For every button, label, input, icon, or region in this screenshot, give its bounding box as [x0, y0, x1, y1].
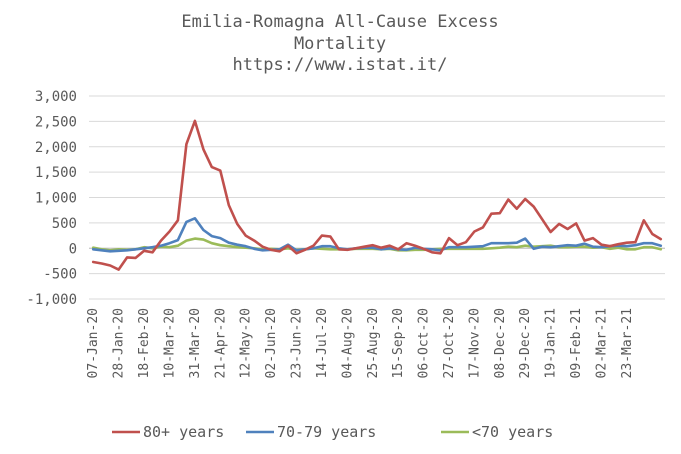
x-tick-label: 07-Jan-20: [86, 308, 101, 378]
series-line-70-79-years: [91, 217, 663, 253]
x-tick-label: 12-May-20: [239, 308, 254, 378]
y-tick-label: 0: [69, 241, 77, 257]
x-tick-label: 02-Mar-21: [594, 308, 609, 378]
x-axis-ticks: 07-Jan-20 28-Jan-20 18-Feb-20 10-Mar-20 31-M…: [86, 308, 635, 378]
y-tick-label: -1,000: [26, 292, 77, 308]
y-tick-label: 2,000: [35, 140, 77, 156]
series-line-80-years: [91, 119, 663, 271]
chart-title-line-1: Emilia-Romagna All-Cause Excess: [181, 12, 498, 32]
x-tick-label: 15-Sep-20: [391, 308, 406, 378]
x-tick-label: 19-Jan-21: [544, 308, 559, 378]
x-tick-label: 09-Feb-21: [569, 308, 584, 378]
y-axis-ticks: -1,000 -500 0 500 1,000 1,500 2,000 2,500 3,000: [26, 89, 77, 308]
legend-label: 70-79 years: [277, 423, 376, 441]
y-tick-label: 1,500: [35, 165, 77, 181]
x-tick-label: 06-Oct-20: [417, 308, 432, 378]
legend-label: <70 years: [472, 423, 553, 441]
x-tick-label: 31-Mar-20: [188, 308, 203, 378]
y-tick-label: -500: [43, 267, 77, 283]
legend: 80+ years 70-79 years <70 years: [112, 423, 553, 441]
x-tick-label: 08-Dec-20: [493, 308, 508, 378]
x-tick-label: 17-Nov-20: [467, 308, 482, 378]
x-tick-label: 18-Feb-20: [137, 308, 152, 378]
x-tick-label: 04-Aug-20: [340, 308, 355, 378]
legend-label: 80+ years: [143, 423, 224, 441]
chart-subtitle: https://www.istat.it/: [233, 55, 448, 75]
chart-title-line-2: Mortality: [294, 34, 386, 54]
x-tick-label: 21-Apr-20: [213, 308, 228, 378]
x-tick-label: 23-Jun-20: [290, 308, 305, 378]
y-tick-label: 3,000: [35, 89, 77, 105]
y-tick-label: 2,500: [35, 114, 77, 130]
x-tick-label: 23-Mar-21: [620, 308, 635, 378]
x-tick-label: 14-Jul-20: [315, 308, 330, 378]
y-tick-label: 1,000: [35, 191, 77, 207]
x-tick-label: 27-Oct-20: [442, 308, 457, 378]
x-tick-label: 25-Aug-20: [366, 308, 381, 378]
y-tick-label: 500: [52, 216, 77, 232]
x-tick-label: 29-Dec-20: [518, 308, 533, 378]
x-tick-label: 10-Mar-20: [162, 308, 177, 378]
series-layer: [91, 119, 663, 271]
x-tick-label: 02-Jun-20: [264, 308, 279, 378]
x-tick-label: 28-Jan-20: [112, 308, 127, 378]
